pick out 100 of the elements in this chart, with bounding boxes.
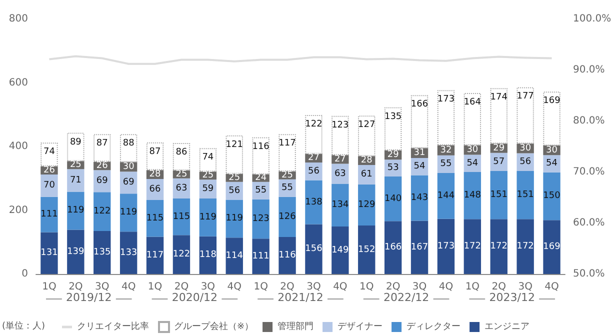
- bar: [252, 199, 270, 239]
- data-label: 173: [437, 94, 455, 105]
- x-tick-label: 1Q: [254, 282, 268, 292]
- y2-tick-label: 70.0%: [573, 166, 605, 178]
- x-tick-label: 2Q: [68, 282, 83, 292]
- legend-label: デザイナー: [338, 321, 383, 332]
- bar: [410, 95, 428, 148]
- y-tick-label: 0: [22, 268, 28, 280]
- data-label: 150: [543, 191, 561, 202]
- bar: [437, 172, 455, 219]
- text: 2020/12: [172, 291, 218, 304]
- legend-label: エンジニア: [484, 322, 530, 332]
- x-tick-label: 4Q: [333, 282, 348, 292]
- data-label: 134: [332, 200, 350, 210]
- y2-tick-label: 100.0%: [573, 14, 612, 24]
- bar: [146, 236, 164, 274]
- data-label: 172: [464, 242, 482, 252]
- data-label: 56: [228, 186, 240, 196]
- data-label: 119: [67, 206, 85, 216]
- x-tick-label: 3Q: [306, 282, 321, 292]
- data-label: 53: [387, 163, 399, 174]
- bar: [252, 137, 270, 174]
- data-label: 122: [305, 119, 322, 130]
- legend-label: 管理部門: [278, 321, 314, 332]
- bar: [358, 184, 376, 226]
- data-label: 116: [252, 142, 270, 152]
- bar: [516, 87, 534, 144]
- bar: [490, 88, 508, 144]
- data-label: 54: [414, 162, 426, 172]
- data-label: 115: [172, 212, 190, 222]
- data-label: 29: [387, 150, 400, 160]
- bar: [305, 180, 322, 224]
- bar: [543, 220, 560, 274]
- text: 2022/12: [383, 291, 430, 304]
- bar: [516, 219, 534, 274]
- bar: [384, 221, 402, 274]
- data-label: 74: [44, 147, 56, 158]
- line-series: [48, 55, 553, 65]
- x-tick-label: 1Q: [465, 282, 480, 292]
- bar: [94, 230, 111, 274]
- data-label: 115: [146, 213, 164, 224]
- legend-label: ディレクター: [406, 322, 461, 332]
- data-label: 66: [149, 184, 162, 195]
- bar: [67, 192, 84, 230]
- data-label: 27: [334, 154, 346, 164]
- data-label: 135: [384, 112, 402, 122]
- bar: [226, 238, 243, 274]
- x-tick-label: 3Q: [95, 282, 110, 292]
- data-label: 26: [44, 165, 56, 176]
- bar: [332, 184, 349, 227]
- data-label: 117: [278, 138, 296, 149]
- bar: [410, 220, 428, 274]
- legend-label: グループ会社（※）: [174, 321, 254, 332]
- x-tick-label: 4Q: [121, 282, 136, 292]
- text: 2023/12: [489, 291, 535, 304]
- bar: [199, 236, 217, 274]
- y-tick-label: 600: [8, 77, 28, 88]
- data-label: 156: [305, 244, 323, 254]
- data-label: 56: [308, 166, 320, 176]
- text: 2021/12: [278, 291, 324, 304]
- data-label: 123: [332, 120, 349, 130]
- data-label: 71: [70, 175, 82, 186]
- bar: [40, 142, 58, 166]
- data-label: 138: [305, 197, 323, 208]
- bar: [252, 238, 270, 274]
- data-label: 55: [255, 186, 267, 196]
- data-label: 61: [360, 170, 372, 180]
- data-label: 28: [149, 170, 162, 180]
- x-tick-label: 1Q: [360, 282, 374, 292]
- bar: [490, 171, 508, 220]
- data-label: 25: [176, 169, 188, 180]
- bar: [172, 235, 190, 274]
- data-label: 123: [252, 214, 270, 224]
- data-label: 88: [122, 138, 135, 149]
- data-label: 149: [332, 245, 350, 256]
- bar: [437, 218, 455, 274]
- bar: [40, 232, 58, 274]
- data-label: 30: [122, 162, 135, 172]
- legend-label: クリエイター比率: [77, 321, 149, 332]
- data-label: 86: [176, 147, 188, 158]
- x-tick-label: 3Q: [412, 282, 427, 292]
- bar: [120, 194, 138, 232]
- data-label: 29: [493, 143, 505, 154]
- x-tick-label: 1Q: [148, 282, 162, 292]
- data-label: 87: [96, 138, 108, 149]
- bar: [226, 135, 243, 174]
- text: 2019/12: [66, 291, 112, 304]
- data-label: 25: [228, 172, 240, 183]
- data-label: 111: [252, 251, 270, 262]
- data-label: 122: [94, 206, 111, 217]
- data-label: 166: [410, 100, 428, 110]
- data-label: 126: [278, 212, 296, 222]
- data-label: 129: [358, 200, 376, 210]
- data-label: 89: [70, 137, 82, 148]
- data-label: 74: [202, 152, 214, 163]
- data-label: 56: [520, 157, 532, 168]
- data-label: 25: [202, 170, 214, 181]
- bar: [146, 200, 164, 237]
- data-label: 25: [70, 160, 82, 170]
- data-label: 144: [437, 190, 455, 201]
